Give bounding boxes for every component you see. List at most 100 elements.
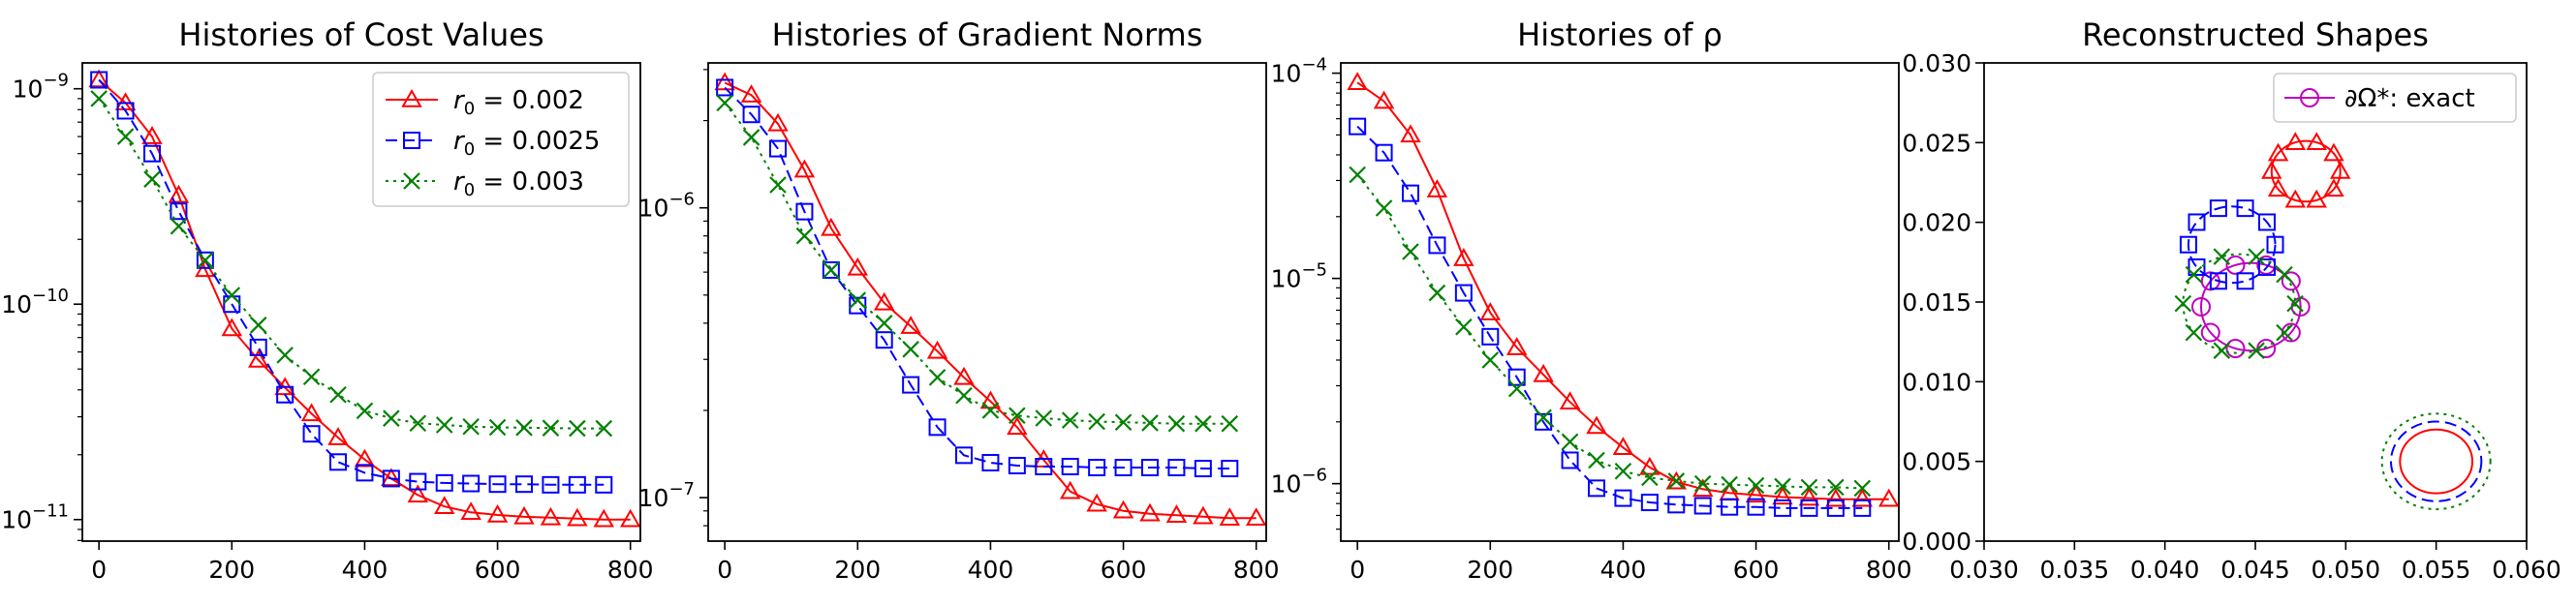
axis-ticks: 10−9 10−10 10−11 0 200 400 600 800 [1, 71, 653, 584]
y-tick-label: 0.020 [1902, 209, 1971, 237]
data-point-x [1402, 243, 1419, 260]
x-tick-label: 0 [1350, 556, 1365, 584]
data-point-x [981, 402, 1000, 419]
shape-marker-circle [2281, 322, 2301, 343]
chart-title: Histories of Cost Values [178, 16, 543, 53]
y-tick-label: 0.015 [1902, 288, 1971, 317]
data-point-square [196, 251, 214, 269]
shape-marker-square [2236, 272, 2254, 290]
data-point-triangle [1851, 488, 1874, 507]
data-point-triangle [1533, 363, 1554, 382]
data-point-x [1641, 469, 1659, 487]
shape-marker-square [2236, 199, 2254, 218]
series-line [1356, 81, 1889, 500]
data-point-x [276, 347, 294, 364]
data-point-x [409, 414, 427, 433]
data-point-square [1640, 494, 1659, 512]
data-point-square [249, 338, 267, 356]
data-point-triangle [979, 390, 1002, 409]
data-point-triangle [1559, 391, 1581, 410]
plot-area [88, 69, 640, 528]
shape-marker-circle [2225, 255, 2246, 275]
x-tick-label: 600 [1101, 556, 1147, 584]
data-point-square [1167, 459, 1186, 477]
legend-marker [403, 172, 420, 190]
data-point-triangle [953, 366, 975, 385]
data-point-triangle [1505, 337, 1528, 355]
x-tick-label: 400 [968, 556, 1014, 584]
shape-marker-triangle [2284, 132, 2307, 150]
data-point-x [223, 287, 241, 304]
data-point-triangle [740, 84, 762, 103]
data-point-x [902, 341, 919, 358]
data-point-triangle [540, 506, 562, 526]
data-point-x [1221, 414, 1239, 433]
data-point-x [1088, 412, 1105, 431]
data-point-x [742, 129, 760, 146]
data-point-triangle [1112, 499, 1134, 519]
chart-title: Histories of Gradient Norms [772, 16, 1203, 53]
legend-marker [403, 132, 420, 149]
series-line [724, 81, 1257, 520]
plot-area [714, 72, 1266, 526]
data-point-triangle [1139, 502, 1161, 522]
data-point-triangle [88, 69, 109, 88]
x-tick-label: 0.045 [2220, 556, 2290, 584]
data-point-square [1614, 489, 1632, 507]
data-point-x [1535, 408, 1552, 427]
data-point-square [116, 102, 135, 120]
data-point-square [1061, 457, 1079, 475]
shape-marker-square [2179, 235, 2197, 254]
data-point-triangle [900, 316, 921, 334]
data-point-square [928, 418, 947, 437]
data-point-x [249, 317, 267, 334]
data-point-x [875, 315, 893, 332]
data-point-x [1800, 478, 1818, 497]
data-point-x [116, 128, 135, 145]
shape-marker-triangle [2323, 178, 2344, 197]
data-point-triangle [1193, 505, 1214, 525]
y-tick-label: 10−6 [1271, 466, 1327, 499]
y-tick-label: 10−5 [1271, 260, 1327, 293]
data-point-square [1774, 499, 1791, 517]
y-tick-label: 0.005 [1902, 448, 1971, 476]
shape-marker-circle [2281, 271, 2301, 291]
data-point-x [435, 416, 453, 434]
data-point-square [1428, 236, 1446, 255]
legend-label: r0 = 0.0025 [453, 127, 600, 160]
data-point-square [1561, 451, 1579, 469]
data-point-square [1507, 368, 1526, 386]
shape-marker-triangle [2284, 189, 2307, 208]
shape-marker-x [2276, 265, 2293, 284]
x-tick-label: 400 [1600, 556, 1647, 584]
data-point-triangle [1772, 486, 1793, 505]
x-tick-label: 600 [1733, 556, 1780, 584]
data-point-x [1774, 477, 1791, 496]
series-line [1356, 125, 1863, 509]
shape-marker-square [2209, 272, 2227, 290]
data-point-triangle [221, 318, 243, 337]
panel-rho: Histories of ρ 10−4 10−5 10−6 0 200 400 600 800 [1271, 16, 1912, 584]
y-tick-label: 0.000 [1902, 528, 1971, 556]
data-point-triangle [847, 257, 869, 276]
shape-marker-triangle [2267, 178, 2289, 197]
data-point-x [1747, 476, 1765, 495]
x-tick-label: 0.060 [2492, 556, 2561, 584]
data-point-square [462, 474, 481, 493]
shape-curve [2399, 428, 2474, 495]
data-point-triangle [926, 340, 948, 359]
data-point-triangle [1825, 488, 1847, 507]
data-point-square [1535, 412, 1553, 431]
data-point-triangle [1798, 487, 1820, 506]
shape-marker-square [2266, 235, 2284, 254]
legend-marker [401, 88, 422, 107]
chart-title: Histories of ρ [1517, 16, 1723, 53]
series-line [724, 86, 1230, 469]
data-point-triangle [1007, 416, 1028, 436]
data-point-square [329, 453, 347, 471]
y-tick-label: 10−9 [13, 71, 69, 104]
data-point-triangle [793, 159, 816, 178]
plot-area [2174, 132, 2492, 511]
data-point-x [515, 419, 533, 437]
